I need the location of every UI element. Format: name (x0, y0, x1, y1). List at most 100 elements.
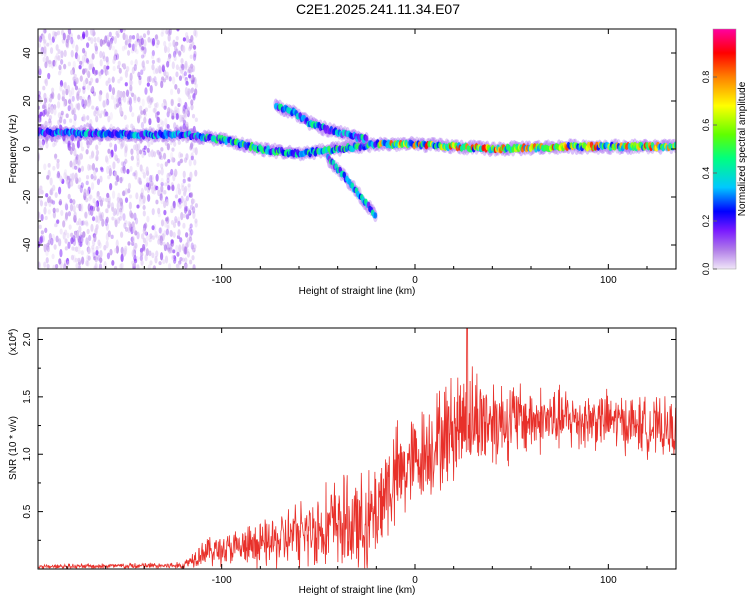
spectrogram-noise-dot (142, 49, 146, 58)
spectrogram-noise-dot (187, 183, 191, 188)
spectrogram-noise-dot (131, 112, 135, 118)
spectrogram-ridge-cell (373, 212, 378, 219)
spectrogram-noise-dot (138, 149, 143, 155)
spectrogram-noise-dot (184, 263, 189, 269)
spectrogram-noise-dot (136, 153, 140, 162)
spectrogram-noise-dot (154, 81, 158, 87)
spectrogram-noise-dot (140, 251, 144, 257)
spectrogram-noise-dot (134, 172, 138, 180)
spectrogram-noise-dot (70, 69, 74, 76)
spectrogram-noise-dot (179, 153, 184, 158)
spectrogram-noise-dot (75, 44, 79, 53)
spectrogram-noise-dot (145, 60, 150, 65)
spectrogram-noise-dot (86, 140, 90, 149)
spectrogram-noise-dot (65, 39, 69, 48)
spectrogram-noise-dot (107, 230, 111, 238)
spectrogram-noise-dot (89, 155, 93, 160)
colorbar: 0.0 0.2 0.4 0.6 0.8 Normalized spectral ampl… (701, 28, 748, 275)
spectrogram-noise-dot (67, 29, 72, 35)
spectrogram-noise-dot (194, 218, 198, 224)
spectrogram-noise-dot (164, 161, 168, 167)
spectrogram-noise-dot (178, 50, 182, 58)
spectrogram-noise-dot (145, 166, 149, 175)
spectrogram-noise-dot (43, 97, 48, 104)
spectrogram-noise-dot (140, 110, 144, 115)
spectrogram-noise-dot (151, 49, 155, 57)
spectrogram-noise-dot (113, 265, 118, 269)
spectrogram-noise-dot (66, 176, 70, 185)
spectrogram-noise-dot (129, 86, 133, 95)
spectrogram-noise-dot (160, 147, 164, 152)
spectrogram-noise-dot (72, 254, 76, 263)
spectrogram-noise-dot (89, 57, 94, 65)
spectrogram-noise-dot (190, 63, 194, 69)
spectrogram-noise-dot (169, 243, 173, 251)
spectrogram-noise-dot (147, 36, 151, 43)
spectrogram-noise-dot (122, 249, 127, 257)
spectrogram-noise-dot (79, 184, 83, 194)
spectrogram-noise-dot (190, 88, 194, 94)
spectrogram-noise-dot (172, 39, 176, 48)
spectrogram-noise-dot (79, 75, 83, 82)
spectrogram-noise-dot (67, 211, 72, 217)
spectrogram-noise-dot (67, 105, 71, 112)
spectrogram-noise-dot (71, 172, 75, 181)
spectrogram-noise-dot (48, 97, 53, 103)
spectrogram-noise-dot (102, 55, 106, 62)
spectrogram-noise-dot (85, 197, 89, 203)
spectrogram-noise-dot (178, 50, 182, 56)
spectrogram-noise-dot (188, 231, 192, 239)
spectrogram-noise-dot (178, 75, 183, 81)
spectrogram-noise-dot (82, 31, 86, 39)
spectrogram-noise-dot (164, 182, 168, 187)
spectrogram-noise-dot (94, 50, 98, 55)
spectrogram-noise-dot (94, 42, 98, 49)
spectrogram-noise-dot (122, 62, 126, 69)
spectrogram-noise-dot (164, 117, 168, 126)
spectrogram-noise-dot (64, 202, 68, 210)
spectrogram-noise-dot (192, 53, 197, 62)
spectrogram-noise-dot (128, 97, 133, 106)
spectrogram-noise-dot (99, 59, 103, 67)
spectrogram-noise-dot (129, 72, 133, 81)
spectrogram-noise-dot (189, 43, 193, 50)
spectrogram-noise-dot (99, 50, 103, 59)
spectrogram-noise-dot (72, 60, 76, 69)
spectrogram-noise-dot (185, 138, 189, 143)
spectrogram-noise-dot (128, 38, 132, 44)
spectrogram-noise-dot (146, 82, 150, 87)
spectrogram-noise-dot (139, 255, 143, 262)
spectrogram-noise-dot (77, 257, 81, 263)
spectrogram-noise-dot (133, 258, 138, 264)
spectrogram-noise-dot (192, 44, 197, 50)
spectrogram-noise-dot (179, 125, 183, 131)
spectrogram-noise-dot (39, 200, 44, 207)
spectrogram-noise-dot (124, 149, 128, 158)
snr-y-multiplier: (x104) (8, 329, 20, 356)
spectrogram-noise-dot (122, 213, 126, 221)
spectrogram-noise-dot (160, 31, 164, 37)
spectrogram-noise-dot (111, 216, 115, 221)
spectrogram-noise-dot (128, 222, 132, 228)
spectrogram-noise-dot (123, 44, 128, 50)
spectrogram-noise-dot (81, 220, 85, 226)
spectrogram-noise-dot (70, 133, 75, 142)
spectrogram-noise-dot (115, 30, 119, 36)
spectrogram-noise-dot (194, 203, 199, 208)
spectrogram-noise-dot (183, 111, 187, 118)
spectrogram-y-tick-label: -20 (22, 189, 33, 204)
spectrogram-noise-dot (59, 66, 63, 74)
spectrogram-noise-dot (193, 159, 197, 166)
spectrogram-noise-dot (141, 200, 145, 205)
spectrogram-noise-dot (142, 33, 147, 39)
spectrogram-noise-dot (95, 249, 99, 256)
spectrogram-noise-dot (44, 201, 48, 207)
spectrogram-noise-dot (40, 189, 44, 195)
spectrogram-noise-dot (85, 175, 90, 180)
spectrogram-noise-dot (136, 264, 140, 269)
spectrogram-noise-dot (160, 167, 164, 176)
spectrogram-noise-dot (86, 115, 90, 121)
spectrogram-noise-dot (179, 257, 183, 262)
spectrogram-noise-dot (63, 63, 67, 70)
